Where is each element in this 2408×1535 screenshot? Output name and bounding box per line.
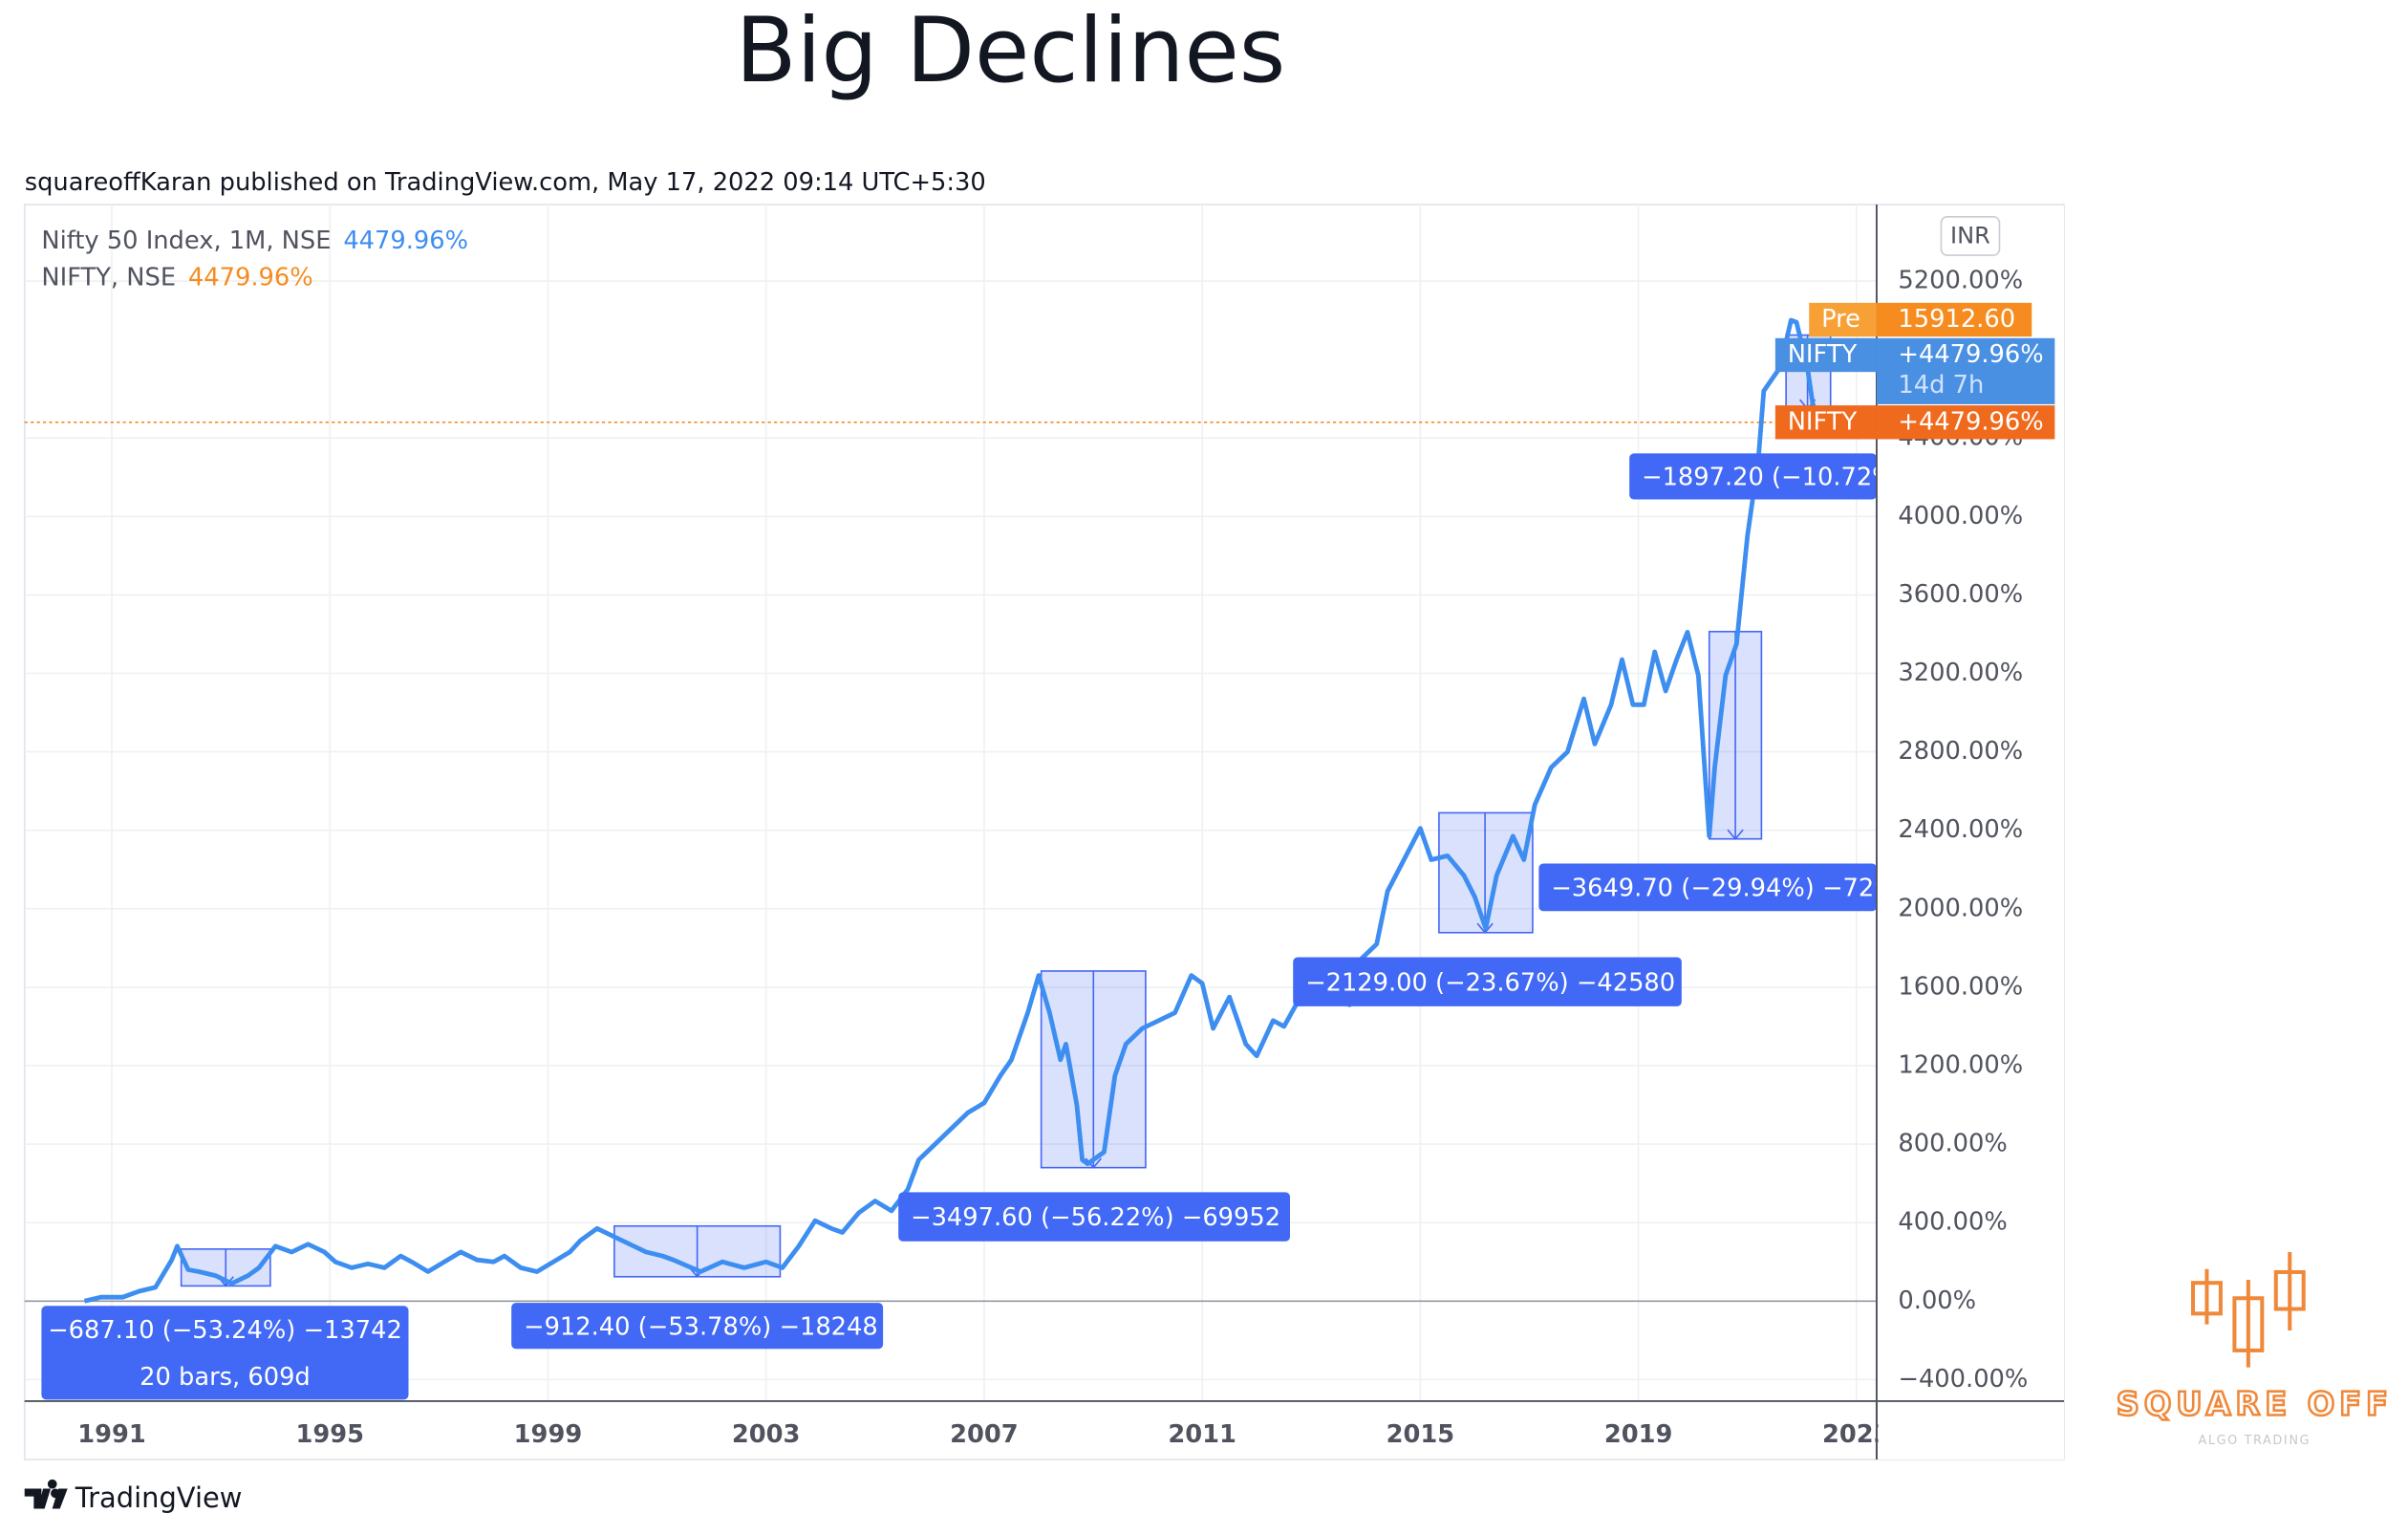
measure-arrowhead	[1476, 922, 1494, 935]
measure-label: −912.40 (−53.78%) −18248	[524, 1312, 878, 1341]
x-tick-label: 1991	[77, 1420, 146, 1449]
change-tag: +4479.96%	[1898, 340, 2043, 369]
x-tick-label: 2007	[950, 1420, 1019, 1449]
measure-label-box	[41, 1306, 409, 1400]
pre-tag-box	[1809, 302, 1877, 337]
x-tick-label: 1999	[514, 1420, 583, 1449]
y-tick-label: 2800.00%	[1898, 737, 2023, 766]
symbol-tag-box	[1774, 337, 1877, 373]
y-tick-label: −400.00%	[1898, 1365, 2028, 1394]
measure-label: −3649.70 (−29.94%) −729	[1551, 874, 1889, 902]
price-scale-panel	[1878, 1402, 2064, 1460]
measure-label-box	[511, 1303, 884, 1350]
compare-symbol-tag-box	[1774, 405, 1877, 440]
x-tick-label: 2011	[1168, 1420, 1236, 1449]
legend-value: 4479.96%	[188, 264, 313, 292]
x-tick-label: 2015	[1387, 1420, 1455, 1449]
y-tick-label: 1600.00%	[1898, 972, 2023, 1001]
measure-label-box	[1538, 863, 1877, 912]
measure-label-box	[898, 1192, 1290, 1242]
change-tag-box	[1876, 337, 2055, 404]
symbol-tag: NIFTY	[1788, 340, 1858, 369]
measure-box	[1438, 811, 1534, 934]
logo-tagline: ALGO TRADING	[2198, 1434, 2311, 1448]
y-tick-label: 1200.00%	[1898, 1050, 2023, 1079]
measure-label: 20 bars, 609d	[140, 1363, 311, 1392]
byline: squareoffKaran published on TradingView.…	[25, 168, 986, 197]
compare-symbol-tag: NIFTY	[1788, 407, 1858, 436]
y-tick-label: 2000.00%	[1898, 894, 2023, 922]
x-tick-label: 2019	[1604, 1420, 1673, 1449]
measure-label: −1897.20 (−10.72%	[1642, 464, 1896, 492]
measure-label: −687.10 (−53.24%) −13742	[48, 1316, 402, 1345]
measure-label-box	[1629, 453, 1877, 500]
countdown-tag: 14d 7h	[1898, 371, 1984, 400]
y-tick-label: 0.00%	[1898, 1286, 1976, 1315]
x-tick-label: 2003	[732, 1420, 801, 1449]
y-tick-label: 800.00%	[1898, 1130, 2007, 1158]
currency-label: INR	[1950, 223, 1990, 249]
x-tick-label: 1995	[295, 1420, 364, 1449]
currency-badge	[1940, 216, 2001, 256]
y-tick-label: 5200.00%	[1898, 267, 2023, 295]
pre-price-tag-box	[1876, 302, 2032, 337]
logo-name: SQUARE OFF	[2117, 1385, 2393, 1422]
page-title: Big Declines	[736, 0, 1286, 102]
tradingview-logo	[24, 1479, 68, 1509]
plot-area: −687.10 (−53.24%) −13742 20 bars, 609d −91…	[24, 204, 2064, 1460]
legend-entry: NIFTY, NSE	[41, 264, 176, 292]
y-tick-label: 4000.00%	[1898, 502, 2023, 530]
y-tick-label: 3200.00%	[1898, 659, 2023, 687]
pre-tag: Pre	[1821, 305, 1860, 334]
pre-price-tag: 15912.60	[1898, 305, 2015, 334]
series-line	[83, 317, 1826, 1304]
measure-label: −2129.00 (−23.67%) −42580	[1305, 968, 1675, 997]
legend-value: 4479.96%	[343, 227, 468, 255]
logo-icon	[2190, 1252, 2306, 1368]
y-tick-label: 2400.00%	[1898, 815, 2023, 844]
legend-entry: Nifty 50 Index, 1M, NSE	[41, 227, 331, 255]
measure-arrowhead	[1727, 829, 1744, 840]
compare-change-tag-box	[1876, 405, 2055, 440]
y-tick-label: 400.00%	[1898, 1208, 2007, 1237]
compare-change-tag: +4479.96%	[1898, 407, 2043, 436]
footer-brand: TradingView	[75, 1481, 243, 1514]
y-tick-label: 3600.00%	[1898, 580, 2023, 609]
measure-label-box	[1293, 957, 1682, 1006]
measure-label: −3497.60 (−56.22%) −69952	[911, 1203, 1280, 1232]
